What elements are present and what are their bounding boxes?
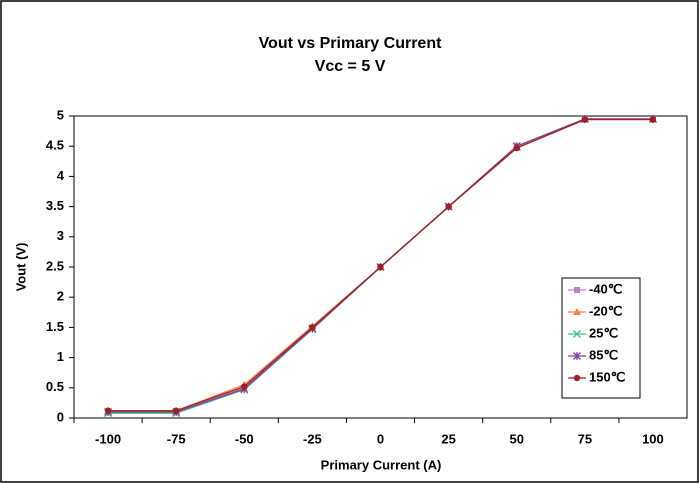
data-point <box>513 144 520 152</box>
legend-label: 150℃ <box>589 369 625 384</box>
legend-label: 25℃ <box>589 325 618 340</box>
legend-label: -40℃ <box>589 281 622 296</box>
x-tick-label: -75 <box>167 431 186 446</box>
legend-marker <box>573 330 581 338</box>
x-tick-label: 0 <box>377 431 384 446</box>
legend-box <box>561 277 641 399</box>
data-point <box>104 407 112 414</box>
x-tick-label: 75 <box>578 431 592 446</box>
y-tick-label: 5 <box>57 107 64 122</box>
x-tick-label: 100 <box>642 431 664 446</box>
y-tick-label: 1 <box>57 349 64 364</box>
y-tick-label: 3.5 <box>46 198 64 213</box>
legend-marker <box>573 374 581 382</box>
x-axis-label: Primary Current (A) <box>321 457 442 472</box>
x-tick-label: 50 <box>509 431 523 446</box>
chart-subtitle: Vcc = 5 V <box>315 58 386 75</box>
y-tick-label: 3 <box>57 228 64 243</box>
legend-label: 85℃ <box>589 347 618 362</box>
legend-marker <box>573 352 581 360</box>
data-point <box>445 203 452 210</box>
y-tick-label: 1.5 <box>46 319 64 334</box>
data-point <box>649 116 657 123</box>
y-axis-label: Vout (V) <box>13 243 28 292</box>
y-tick-label: 4 <box>57 168 65 183</box>
y-tick-label: 2.5 <box>46 258 64 273</box>
data-point <box>377 263 384 271</box>
data-point <box>309 324 316 331</box>
x-tick-label: 25 <box>441 431 455 446</box>
legend-marker <box>573 308 581 315</box>
chart-title: Vout vs Primary Current <box>259 35 443 52</box>
x-tick-label: -25 <box>303 431 322 446</box>
data-point <box>581 116 589 123</box>
data-point <box>241 383 248 390</box>
y-tick-label: 2 <box>57 289 64 304</box>
y-tick-label: 4.5 <box>46 138 64 153</box>
y-tick-label: 0.5 <box>46 379 64 394</box>
y-tick-label: 0 <box>57 409 64 424</box>
legend-label: -20℃ <box>589 303 622 318</box>
legend-marker <box>574 287 580 293</box>
x-tick-label: -100 <box>95 431 121 446</box>
data-point <box>172 407 180 414</box>
x-tick-label: -50 <box>235 431 254 446</box>
